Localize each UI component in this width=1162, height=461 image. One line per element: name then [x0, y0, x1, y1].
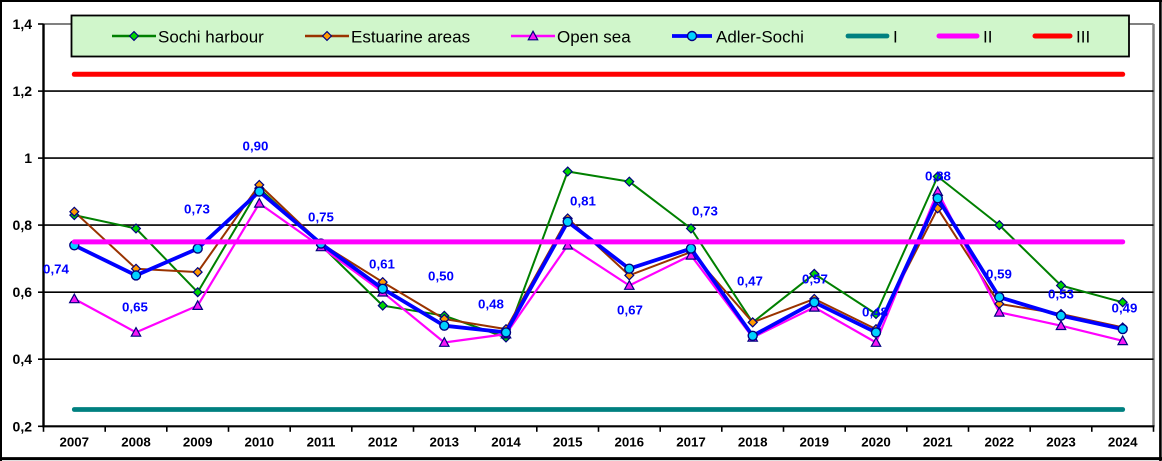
svg-text:0,6: 0,6 — [13, 284, 33, 300]
svg-text:III: III — [1076, 27, 1090, 46]
svg-text:0,61: 0,61 — [369, 257, 395, 272]
svg-text:2007: 2007 — [60, 434, 90, 449]
svg-text:2012: 2012 — [368, 434, 398, 449]
svg-text:1,2: 1,2 — [13, 83, 33, 99]
svg-text:0,75: 0,75 — [308, 210, 334, 225]
svg-text:0,48: 0,48 — [862, 305, 888, 320]
svg-text:II: II — [983, 27, 992, 46]
svg-text:0,47: 0,47 — [737, 274, 763, 289]
svg-text:2016: 2016 — [615, 434, 645, 449]
svg-text:0,73: 0,73 — [184, 202, 210, 217]
svg-text:0,8: 0,8 — [13, 217, 33, 233]
svg-text:0,57: 0,57 — [802, 272, 828, 287]
svg-text:2024: 2024 — [1108, 434, 1138, 449]
svg-text:0,50: 0,50 — [428, 269, 454, 284]
svg-text:0,48: 0,48 — [478, 297, 504, 312]
svg-text:1,4: 1,4 — [13, 16, 33, 32]
svg-text:0,65: 0,65 — [122, 300, 148, 315]
svg-text:2017: 2017 — [676, 434, 706, 449]
svg-text:Adler-Sochi: Adler-Sochi — [716, 27, 804, 46]
svg-text:2022: 2022 — [985, 434, 1015, 449]
svg-text:2019: 2019 — [800, 434, 830, 449]
svg-text:2015: 2015 — [553, 434, 583, 449]
svg-text:I: I — [893, 27, 898, 46]
svg-text:2018: 2018 — [738, 434, 768, 449]
svg-text:2009: 2009 — [183, 434, 213, 449]
svg-text:2020: 2020 — [861, 434, 891, 449]
svg-text:Estuarine areas: Estuarine areas — [351, 27, 470, 46]
svg-text:0,74: 0,74 — [43, 262, 69, 277]
svg-text:0,2: 0,2 — [13, 418, 33, 434]
svg-text:2011: 2011 — [307, 434, 336, 449]
svg-text:0,49: 0,49 — [1112, 301, 1138, 316]
svg-text:0,53: 0,53 — [1048, 287, 1074, 302]
svg-text:2014: 2014 — [491, 434, 521, 449]
svg-text:0,81: 0,81 — [570, 194, 596, 209]
svg-text:Open sea: Open sea — [557, 27, 631, 46]
svg-text:1: 1 — [24, 150, 32, 166]
svg-text:0,88: 0,88 — [925, 169, 951, 184]
svg-text:2013: 2013 — [430, 434, 460, 449]
svg-text:0,73: 0,73 — [692, 204, 718, 219]
svg-text:2008: 2008 — [121, 434, 151, 449]
svg-text:0,59: 0,59 — [986, 267, 1012, 282]
svg-text:2010: 2010 — [245, 434, 275, 449]
svg-text:2023: 2023 — [1046, 434, 1076, 449]
svg-text:0,90: 0,90 — [243, 139, 269, 154]
svg-text:0,4: 0,4 — [13, 351, 33, 367]
svg-text:0,67: 0,67 — [617, 303, 643, 318]
svg-text:2021: 2021 — [923, 434, 953, 449]
svg-text:Sochi harbour: Sochi harbour — [158, 27, 264, 46]
